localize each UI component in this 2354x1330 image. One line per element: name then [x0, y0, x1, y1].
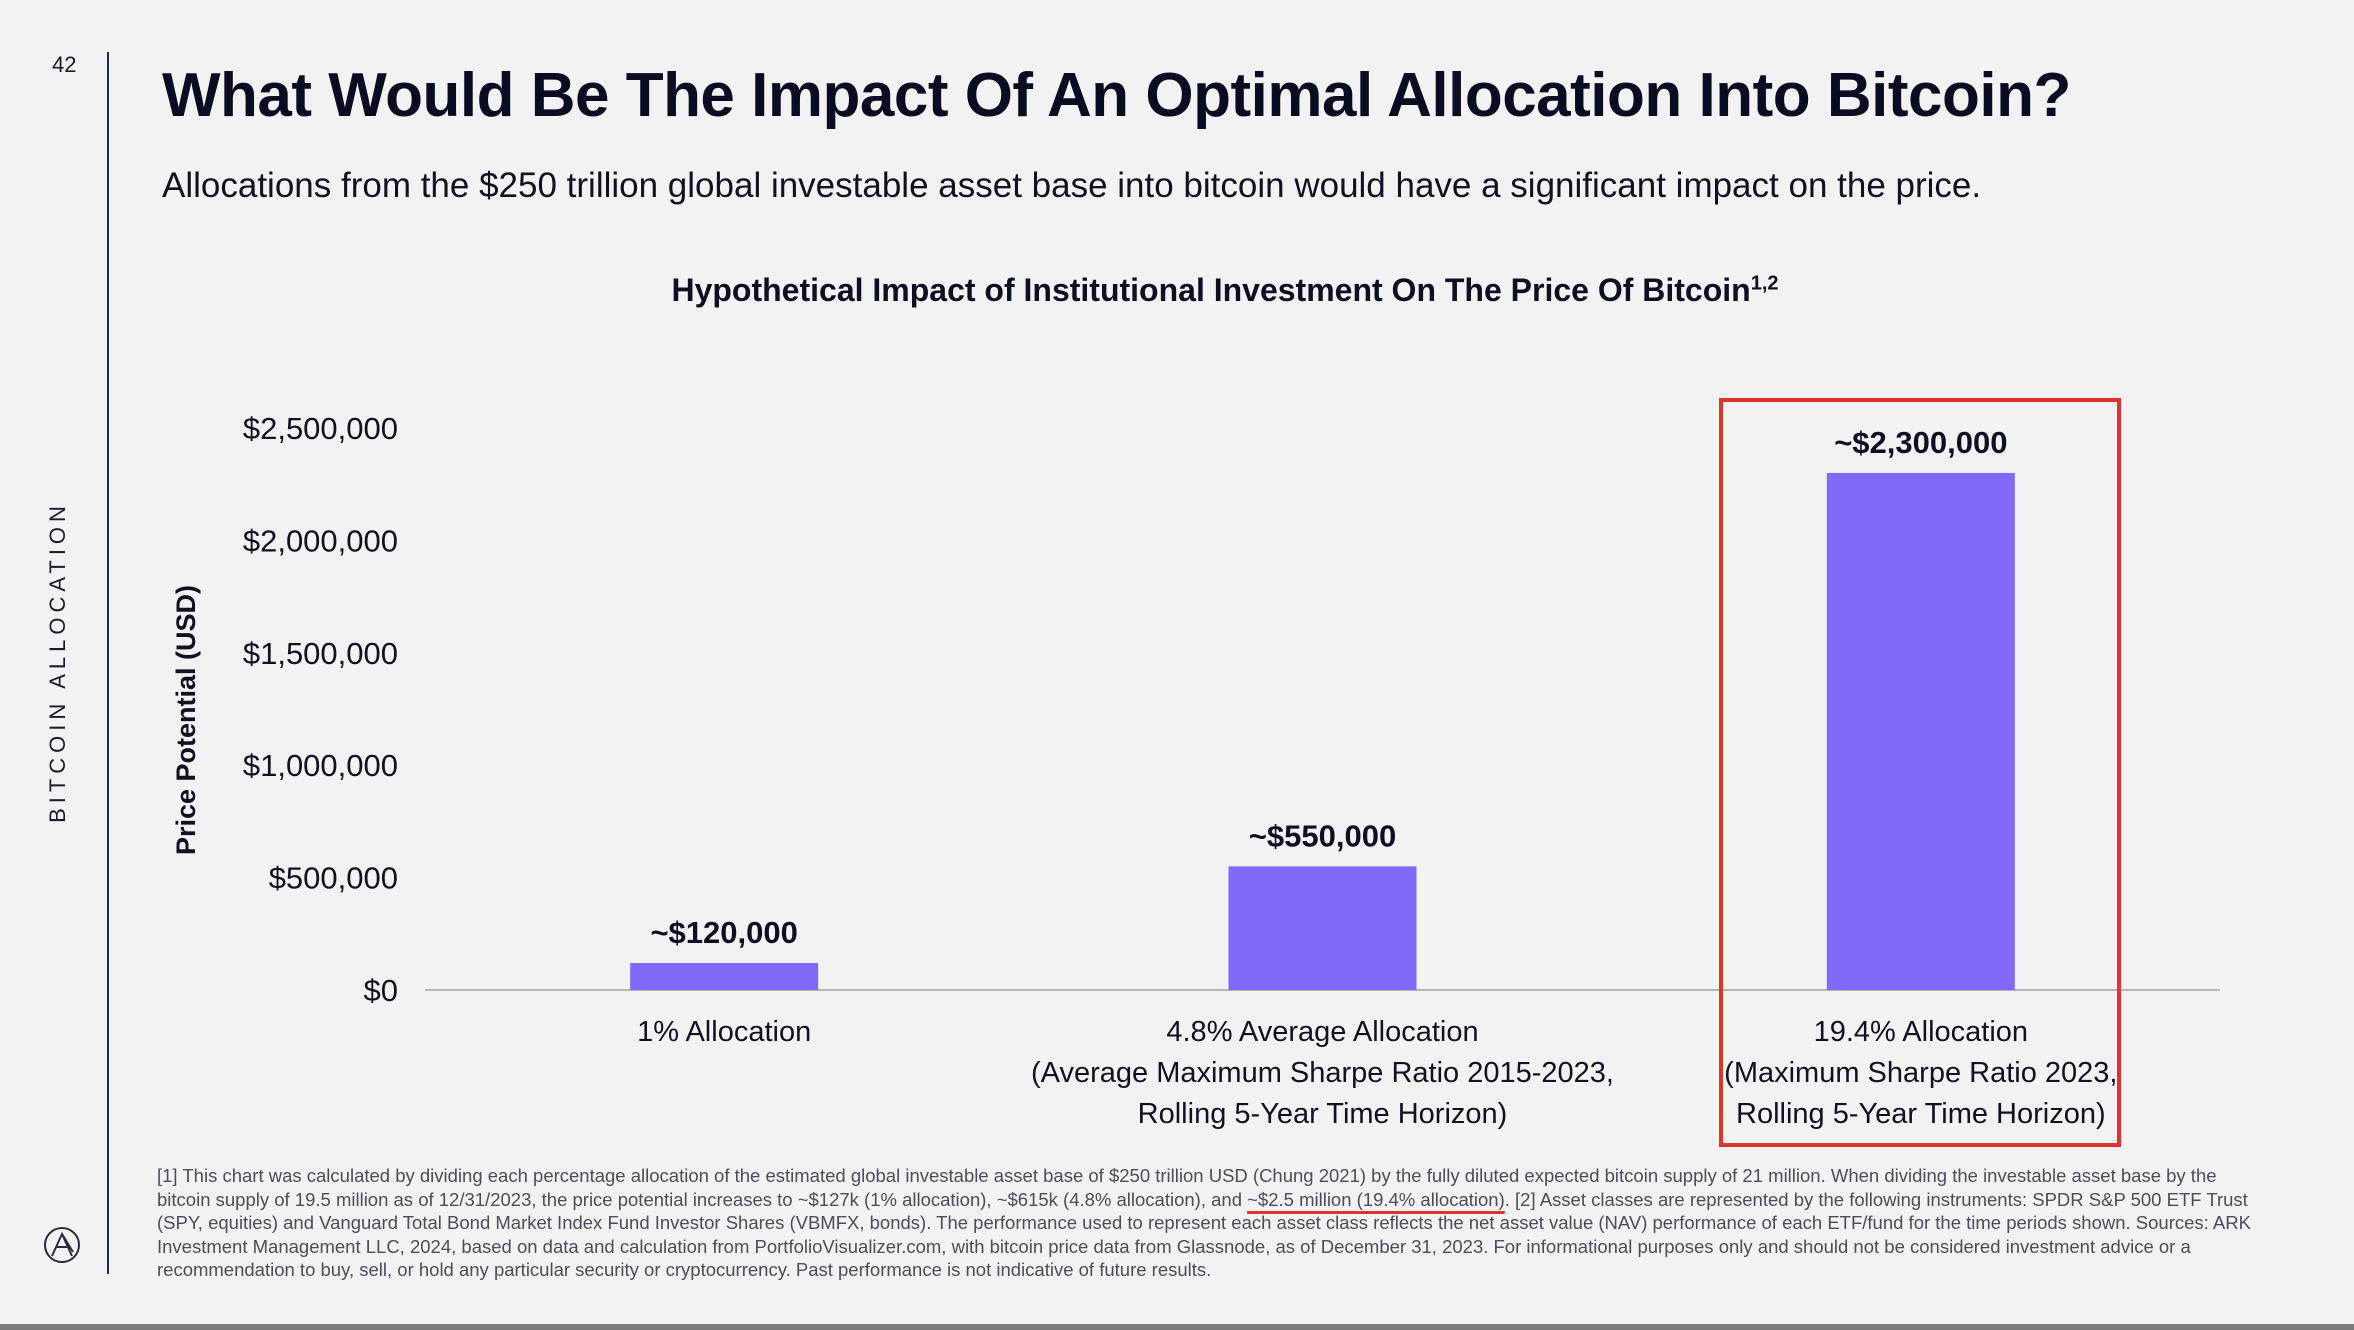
side-divider: [107, 52, 109, 1274]
data-label: ~$120,000: [650, 915, 797, 950]
page-title: What Would Be The Impact Of An Optimal A…: [162, 61, 2071, 130]
page-subtitle: Allocations from the $250 trillion globa…: [162, 166, 1982, 205]
footnote: [1] This chart was calculated by dividin…: [157, 1164, 2257, 1282]
x-tick-label: Rolling 5-Year Time Horizon): [1138, 1098, 1508, 1130]
x-tick-label: 4.8% Average Allocation: [1166, 1016, 1478, 1048]
y-axis-label: Price Potential (USD): [171, 585, 201, 855]
y-tick-label: $500,000: [269, 861, 398, 896]
highlight-box: [1719, 398, 2121, 1147]
ark-logo-icon: [44, 1227, 80, 1263]
bar: [1826, 472, 2015, 991]
bar-chart: $0 $500,000 $1,000,000 $1,500,000 $2,000,000…: [171, 398, 2220, 1147]
data-label: ~$2,300,000: [1834, 425, 2007, 460]
y-tick-label: $1,000,000: [243, 748, 398, 783]
bar: [1228, 866, 1417, 990]
footnote-text-part1: [1] This chart was calculated by dividin…: [157, 1165, 2217, 1210]
data-label: ~$550,000: [1249, 818, 1396, 853]
y-tick-label: $0: [364, 973, 398, 1008]
bar: [630, 963, 819, 990]
x-tick-label: (Maximum Sharpe Ratio 2023,: [1724, 1057, 2117, 1089]
x-tick-label: 1% Allocation: [637, 1016, 811, 1048]
footnote-text-part2: . [2] Asset classes are represented by t…: [157, 1188, 2251, 1281]
chart-title-footnote-ref: 1,2: [1750, 272, 1779, 295]
x-tick-label: Rolling 5-Year Time Horizon): [1736, 1098, 2106, 1130]
y-tick-label: $2,500,000: [243, 411, 398, 446]
bottom-edge: [0, 1324, 2354, 1330]
x-tick-label: 19.4% Allocation: [1814, 1016, 2028, 1048]
x-tick-label: (Average Maximum Sharpe Ratio 2015-2023,: [1031, 1057, 1614, 1089]
chart-title: Hypothetical Impact of Institutional Inv…: [0, 272, 2354, 309]
footnote-highlight: ~$2.5 million (19.4% allocation): [1247, 1188, 1505, 1210]
y-tick-label: $2,000,000: [243, 523, 398, 558]
y-tick-label: $1,500,000: [243, 636, 398, 671]
chart-title-text: Hypothetical Impact of Institutional Inv…: [671, 272, 1751, 308]
page-number: 42: [52, 52, 77, 77]
